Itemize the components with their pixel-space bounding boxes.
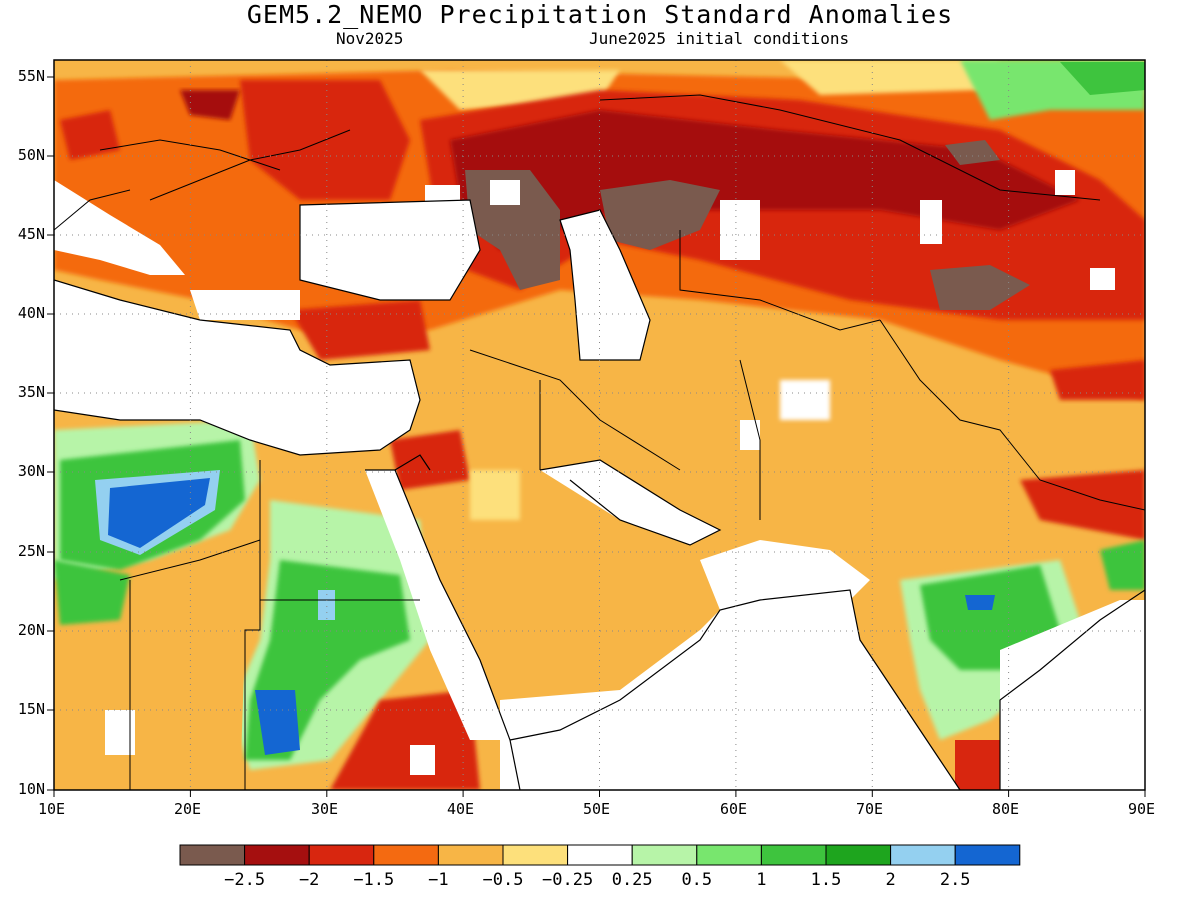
bay-of-bengal: [1000, 600, 1145, 790]
lat-tick-label: 25N: [17, 542, 45, 560]
arabian-sea: [500, 590, 960, 790]
colorbar-label: −2.5: [224, 870, 266, 890]
red-sea: [365, 470, 510, 740]
lat-tick-label: 30N: [17, 462, 45, 480]
colorbar-swatch: [631, 844, 698, 866]
colorbar-label: −1.5: [353, 870, 395, 890]
colorbar-label: 0.25: [611, 870, 653, 890]
lat-tick-label: 45N: [17, 225, 45, 243]
colorbar-swatch: [179, 844, 246, 866]
colorbar-swatch: [760, 844, 827, 866]
lat-tick-label: 50N: [17, 146, 45, 164]
colorbar-swatch: [696, 844, 762, 866]
lon-tick-label: 80E: [992, 800, 1020, 818]
colorbar-label: −2: [298, 870, 320, 890]
colorbar-swatch: [567, 844, 633, 866]
lon-tick-label: 60E: [720, 800, 748, 818]
lon-tick-label: 20E: [174, 800, 202, 818]
dry-core-caucasus: [465, 170, 560, 290]
map-subtitle-month: Nov2025: [336, 29, 404, 48]
colorbar-label: 1.5: [810, 870, 842, 890]
country-borders: [54, 94, 1145, 790]
colorbar-swatch: [825, 844, 892, 866]
colorbar-swatch: [954, 844, 1021, 866]
lon-tick-label: 30E: [311, 800, 339, 818]
lat-tick-label: 40N: [17, 304, 45, 322]
lat-tick-label: 20N: [17, 621, 45, 639]
lon-tick-label: 70E: [856, 800, 884, 818]
persian-gulf: [540, 460, 720, 545]
colorbar-swatch: [502, 844, 569, 866]
lat-tick-label: 10N: [17, 780, 45, 798]
anomaly-field: [54, 60, 1145, 790]
lat-tick-label: 35N: [17, 383, 45, 401]
lat-tick-label: 15N: [17, 700, 45, 718]
colorbar-label: −0.5: [482, 870, 524, 890]
colorbar-label: −0.25: [542, 870, 594, 890]
colorbar-label: 2: [885, 870, 896, 890]
mediterranean-sea: [54, 280, 420, 455]
colorbar-swatch: [437, 844, 504, 866]
colorbar-swatch: [244, 844, 310, 866]
colorbar: [179, 844, 1021, 866]
colorbar-label: 2.5: [939, 870, 971, 890]
lat-tick-label: 55N: [17, 67, 45, 85]
lon-tick-label: 10E: [38, 800, 66, 818]
colorbar-label: 0.5: [681, 870, 713, 890]
colorbar-swatch: [890, 844, 956, 866]
colorbar-label: 1: [756, 870, 767, 890]
lon-tick-label: 50E: [583, 800, 611, 818]
lon-tick-label: 40E: [447, 800, 475, 818]
colorbar-label: −1: [428, 870, 449, 890]
lon-tick-label: 90E: [1128, 800, 1156, 818]
colorbar-swatch: [308, 844, 375, 866]
axis-ticks: [47, 76, 1146, 797]
map-subtitle-init: June2025 initial conditions: [589, 29, 850, 48]
colorbar-swatch: [373, 844, 439, 866]
map-title: GEM5.2_NEMO Precipitation Standard Anoma…: [246, 0, 954, 29]
caspian-sea: [560, 210, 650, 360]
